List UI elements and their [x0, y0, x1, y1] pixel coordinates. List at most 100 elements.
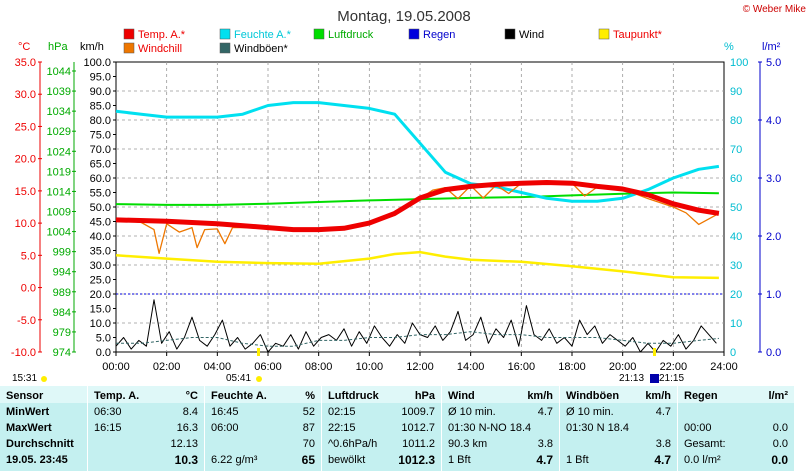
legend-swatch: [408, 28, 420, 40]
rain-tick-label: 1.0: [766, 289, 781, 301]
row-label: 19.05. 23:45: [6, 454, 68, 466]
pct-tick-label: 70: [730, 144, 742, 156]
rain-tick-label: 0.0: [766, 347, 781, 359]
stat-value: 1011.2: [402, 438, 435, 450]
rain-tick-label: 4.0: [766, 115, 781, 127]
kmh-tick-label: 95.0: [90, 72, 111, 84]
hpa-tick-label: 994: [53, 267, 71, 279]
grid: [116, 62, 724, 352]
pct-unit: %: [724, 41, 734, 53]
column-unit: l/m²: [768, 390, 788, 402]
moonrise-label: 15:31: [12, 373, 37, 384]
kmh-tick-label: 0.0: [96, 347, 111, 359]
row-label-header: [0, 386, 87, 403]
stat-note: Ø 10 min.: [448, 406, 496, 418]
stat-column-header: [88, 386, 204, 403]
kmh-tick-label: 65.0: [90, 159, 111, 171]
hpa-tick-label: 1019: [47, 166, 71, 178]
stat-column: Wind km/h Ø 10 min. 4.7 01:30 N-NO 18.4 90.3 …: [442, 386, 560, 471]
sunset-icon: [650, 374, 659, 383]
hpa-tick-label: 1034: [47, 106, 71, 118]
time-tick-label: 14:00: [457, 361, 485, 373]
stat-column: Luftdruck hPa 02:15 1009.7 22:15 1012.7 ^0.6hP…: [322, 386, 442, 471]
hpa-tick-label: 1024: [47, 146, 71, 158]
celsius-tick-label: -10.0: [11, 347, 36, 359]
statistics-table: Sensor MinWert MaxWert Durchschnitt 19.05. 2…: [0, 386, 810, 471]
time-tick-label: 22:00: [660, 361, 688, 373]
stat-value: 4.7: [536, 453, 553, 467]
legend-swatch: [219, 28, 231, 40]
kmh-tick-label: 75.0: [90, 130, 111, 142]
time-tick-label: 18:00: [558, 361, 586, 373]
stat-note: Ø 10 min.: [566, 406, 614, 418]
stat-value: 1009.7: [401, 406, 435, 418]
kmh-tick-label: 15.0: [90, 304, 111, 316]
hpa-tick-label: 1009: [47, 207, 71, 219]
hpa-tick-label: 974: [53, 347, 71, 359]
series-line-windb-en: [116, 331, 719, 347]
left-axes: 35.0 30.0 25.0 20.0 15.0 10.0 5.0 0.0 -5.0 -10.0 1…: [11, 57, 116, 359]
stat-note: Gesamt:: [684, 438, 726, 450]
chart-title: Montag, 19.05.2008: [337, 8, 470, 25]
kmh-tick-label: 10.0: [90, 318, 111, 330]
legend-swatch: [123, 42, 135, 54]
moon-icon: [41, 376, 47, 382]
stat-value: 3.8: [537, 438, 553, 450]
kmh-tick-label: 25.0: [90, 275, 111, 287]
stat-value: 8.4: [182, 406, 198, 418]
celsius-tick-label: 10.0: [15, 218, 36, 230]
pct-tick-label: 60: [730, 173, 742, 185]
stat-note: 90.3 km: [448, 438, 488, 450]
stat-note: 01:30 N 18.4: [566, 422, 629, 434]
stat-value: 12.13: [170, 438, 198, 450]
stat-note: 0.0 l/m²: [684, 454, 721, 466]
stat-value: 16.3: [176, 422, 198, 434]
kmh-tick-label: 5.0: [96, 333, 111, 345]
stat-note: 22:15: [328, 422, 356, 434]
celsius-tick-label: 35.0: [15, 57, 36, 69]
time-axis: 00:00 02:00 04:00 06:00 08:00 10:00 12:00 14:00…: [102, 352, 738, 373]
pct-tick-label: 40: [730, 231, 742, 243]
stat-note: 1 Bft: [448, 454, 471, 466]
celsius-tick-label: 25.0: [15, 121, 36, 133]
stat-value: 52: [302, 406, 315, 418]
row-label-column: Sensor MinWert MaxWert Durchschnitt 19.05. 2…: [0, 386, 88, 471]
pct-tick-label: 10: [730, 318, 742, 330]
kmh-tick-label: 55.0: [90, 188, 111, 200]
rain-tick-label: 3.0: [766, 173, 781, 185]
stat-column-header: [205, 386, 321, 403]
weather-chart: Montag, 19.05.2008 © Weber Mike Temp. A.…: [11, 4, 807, 384]
column-title: Luftdruck: [328, 390, 379, 402]
stat-column: Temp. A. °C 06:30 8.4 16:15 16.3 12.13 10.3: [88, 386, 205, 471]
time-tick-label: 12:00: [406, 361, 434, 373]
sunrise-marker: [257, 348, 260, 356]
kmh-tick-label: 100.0: [83, 57, 111, 69]
celsius-unit: °C: [18, 41, 30, 53]
legend-label: Wind: [519, 29, 544, 41]
stat-column: Feuchte A.% 16:45 52 06:00 87 70 6.22 g/m³ 65: [205, 386, 322, 471]
hpa-tick-label: 1014: [47, 186, 71, 198]
stat-note: ^0.6hPa/h: [328, 438, 378, 450]
kmh-tick-label: 30.0: [90, 260, 111, 272]
kmh-tick-label: 40.0: [90, 231, 111, 243]
legend-label: Regen: [423, 29, 455, 41]
hpa-tick-label: 989: [53, 287, 71, 299]
stat-note: 01:30 N-NO 18.4: [448, 422, 532, 434]
column-unit: °C: [185, 390, 198, 402]
row-label: Sensor: [6, 390, 44, 402]
kmh-tick-label: 85.0: [90, 101, 111, 113]
sunset-marker: [653, 348, 656, 356]
time-tick-label: 24:00: [710, 361, 738, 373]
legend-swatch: [504, 28, 516, 40]
legend-label: Feuchte A.*: [234, 29, 292, 41]
stat-value: 10.3: [174, 453, 198, 467]
series-line-wind: [115, 299, 717, 353]
stat-value: 65: [301, 453, 315, 467]
kmh-tick-label: 35.0: [90, 246, 111, 258]
legend-swatch: [313, 28, 325, 40]
stat-note: 00:00: [684, 422, 712, 434]
stat-value: 70: [302, 438, 315, 450]
row-label: MinWert: [6, 406, 50, 418]
series-line-feuchte-a: [115, 101, 720, 203]
